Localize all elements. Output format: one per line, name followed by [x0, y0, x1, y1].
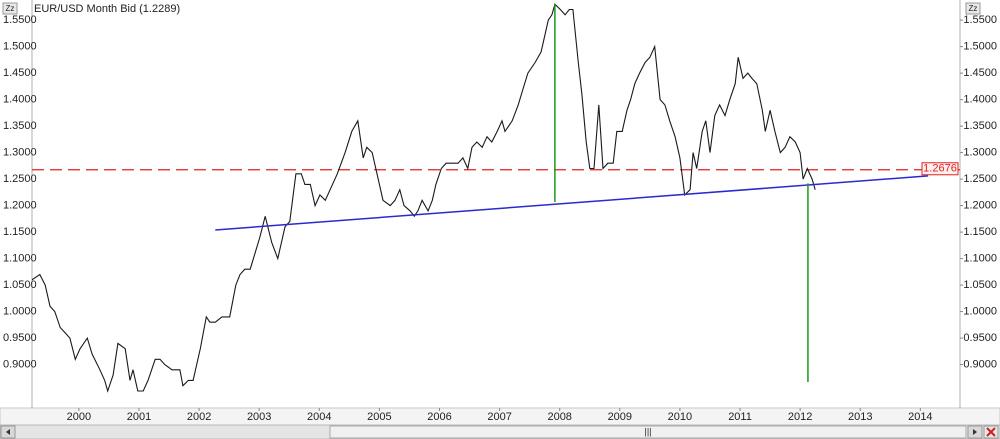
zoom-icon-left[interactable]: Zz	[2, 2, 18, 15]
y-tick-label: 1.0500	[3, 279, 37, 291]
close-button[interactable]	[983, 425, 999, 439]
x-tick-label: 2004	[307, 411, 331, 423]
svg-text:Zz: Zz	[969, 4, 978, 13]
y-tick-label-right: 1.5000	[963, 41, 997, 53]
x-tick-label: 2012	[788, 411, 812, 423]
y-tick-label: 1.0000	[3, 305, 37, 317]
reference-label-box	[921, 162, 959, 176]
y-tick-label: 0.9000	[3, 358, 37, 370]
zoom-icon-right[interactable]: Zz	[965, 2, 981, 15]
x-tick-label: 2013	[848, 411, 872, 423]
y-tick-label-right: 1.2500	[963, 173, 997, 185]
y-tick-label: 0.9500	[3, 332, 37, 344]
y-tick-label: 1.2500	[3, 173, 37, 185]
y-tick-label-right: 1.1500	[963, 226, 997, 238]
y-tick-label: 1.3500	[3, 120, 37, 132]
y-tick-label-right: 1.3500	[963, 120, 997, 132]
y-tick-label: 1.4500	[3, 67, 37, 79]
y-tick-label: 1.3000	[3, 147, 37, 159]
trendline	[215, 175, 929, 231]
y-tick-label: 1.1000	[3, 252, 37, 264]
y-tick-label-right: 1.4000	[963, 94, 997, 106]
x-tick-label: 2014	[908, 411, 932, 423]
x-tick-label: 2011	[728, 411, 752, 423]
reference-label: 1.2676	[923, 163, 957, 175]
price-line	[32, 3, 816, 393]
y-tick-label-right: 1.0500	[963, 279, 997, 291]
x-tick-label: 2005	[367, 411, 391, 423]
x-tick-label: 2008	[547, 411, 571, 423]
x-tick-label: 2010	[668, 411, 692, 423]
y-tick-label-right: 1.0000	[963, 305, 997, 317]
y-tick-label-right: 1.4500	[963, 67, 997, 79]
y-tick-label-right: 1.1000	[963, 252, 997, 264]
x-tick-label: 2009	[608, 411, 632, 423]
x-tick-label: 2003	[247, 411, 271, 423]
scrollbar[interactable]: |||	[0, 424, 1000, 439]
y-tick-label: 1.5500	[3, 14, 37, 26]
y-tick-label-right: 1.3000	[963, 147, 997, 159]
x-tick-label: 2006	[427, 411, 451, 423]
y-tick-label: 1.4000	[3, 94, 37, 106]
y-tick-label-right: 1.2000	[963, 199, 997, 211]
y-tick-label-right: 1.5500	[963, 14, 997, 26]
svg-text:|||: |||	[644, 426, 651, 436]
chart-title: EUR/USD Month Bid (1.2289)	[34, 3, 180, 15]
y-tick-label: 1.2000	[3, 199, 37, 211]
y-tick-label: 1.1500	[3, 226, 37, 238]
y-tick-label-right: 0.9500	[963, 332, 997, 344]
y-tick-label: 1.5000	[3, 41, 37, 53]
x-tick-label: 2007	[487, 411, 511, 423]
x-tick-label: 2002	[187, 411, 211, 423]
svg-text:Zz: Zz	[6, 4, 15, 13]
y-tick-label-right: 0.9000	[963, 358, 997, 370]
x-tick-label: 2001	[127, 411, 151, 423]
x-tick-label: 2000	[67, 411, 91, 423]
